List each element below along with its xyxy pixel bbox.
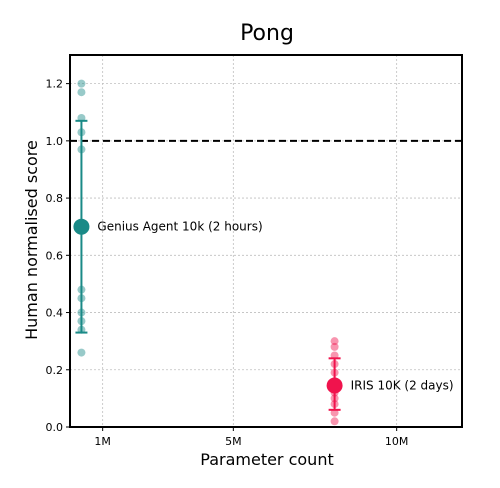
mean-point: [73, 218, 90, 235]
run-point: [77, 113, 86, 122]
x-tick-label: 5M: [225, 435, 242, 448]
y-tick-label: 1.0: [46, 135, 64, 148]
run-point: [77, 308, 86, 317]
run-point: [77, 88, 86, 97]
run-point: [330, 337, 339, 346]
run-point: [330, 417, 339, 426]
run-point: [330, 408, 339, 417]
y-tick-label: 0.8: [46, 192, 64, 205]
y-tick-label: 0.0: [46, 421, 64, 434]
run-point: [77, 128, 86, 137]
run-point: [330, 360, 339, 369]
data-points: [73, 79, 343, 426]
x-tick-label: 1M: [94, 435, 111, 448]
ticks: 0.0 0.2 0.4 0.6 0.8 1.0 1.2 1M 5M 10M: [46, 78, 409, 448]
run-point: [77, 317, 86, 326]
run-point: [77, 145, 86, 154]
run-point: [77, 79, 86, 88]
annotations: Genius Agent 10k (2 hours) IRIS 10K (2 da…: [97, 220, 453, 393]
run-point: [77, 325, 86, 334]
series-annotation: Genius Agent 10k (2 hours): [97, 220, 262, 234]
y-tick-label: 0.6: [46, 249, 64, 262]
x-tick-label: 10M: [385, 435, 409, 448]
x-axis-label: Parameter count: [200, 450, 333, 469]
mean-point: [326, 377, 343, 394]
run-point: [330, 368, 339, 377]
y-axis-label: Human normalised score: [22, 140, 41, 340]
run-point: [330, 394, 339, 403]
run-point: [77, 285, 86, 294]
y-tick-label: 1.2: [46, 78, 64, 91]
run-point: [77, 348, 86, 357]
plot-frame: [69, 54, 463, 428]
series-annotation: IRIS 10K (2 days): [351, 379, 454, 393]
run-point: [77, 294, 86, 303]
y-tick-label: 0.4: [46, 307, 64, 320]
y-tick-label: 0.2: [46, 364, 64, 377]
error-bars: [75, 119, 341, 411]
run-point: [330, 400, 339, 409]
run-point: [330, 342, 339, 351]
chart-title: Pong: [240, 21, 294, 46]
grid: [70, 55, 462, 428]
run-point: [330, 351, 339, 360]
